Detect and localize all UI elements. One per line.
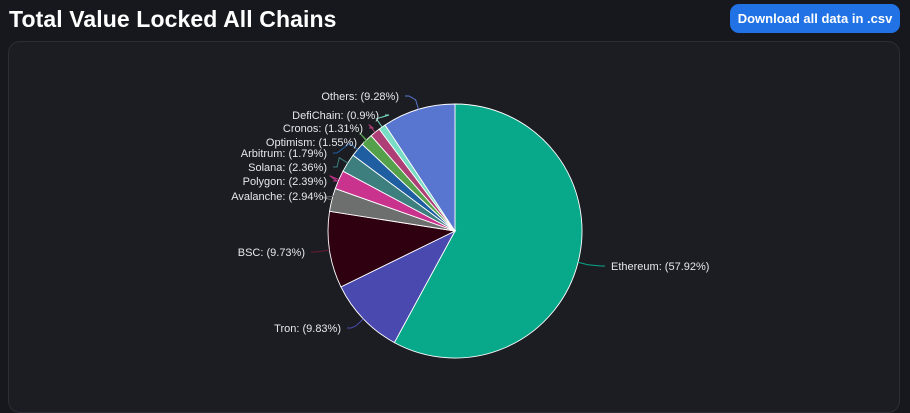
leader-line-defichain bbox=[375, 114, 390, 128]
pie-leader-lines bbox=[311, 95, 605, 329]
leader-line-optimism bbox=[359, 132, 369, 143]
slice-label-avalanche: Avalanche: (2.94%) bbox=[231, 191, 327, 203]
slice-label-defichain: DefiChain: (0.9%) bbox=[292, 110, 379, 122]
slice-label-arbitrum: Arbitrum: (1.79%) bbox=[241, 148, 327, 160]
page-title: Total Value Locked All Chains bbox=[9, 6, 337, 32]
leader-line-arbitrum bbox=[333, 142, 358, 154]
slice-label-cronos: Cronos: (1.31%) bbox=[283, 123, 363, 135]
chart-panel: Ethereum: (57.92%) Tron: (9.83%) BSC: (9.7… bbox=[8, 41, 900, 413]
slice-label-solana: Solana: (2.36%) bbox=[248, 162, 327, 174]
slice-label-bsc: BSC: (9.73%) bbox=[238, 247, 305, 259]
pie-slice-ethereum[interactable] bbox=[393, 103, 583, 359]
leader-line-bsc bbox=[311, 249, 330, 253]
pie-labels: Ethereum: (57.92%) Tron: (9.83%) BSC: (9.7… bbox=[231, 91, 709, 335]
slice-label-tron: Tron: (9.83%) bbox=[274, 323, 341, 335]
slice-label-optimism: Optimism: (1.55%) bbox=[266, 137, 357, 149]
download-csv-button[interactable]: Download all data in .csv bbox=[730, 4, 900, 33]
leader-line-solana bbox=[333, 156, 348, 168]
leader-line-avalanche bbox=[322, 195, 338, 201]
pie-slice-bsc[interactable] bbox=[327, 210, 457, 288]
pie-chart: Ethereum: (57.92%) Tron: (9.83%) BSC: (9.7… bbox=[231, 91, 709, 359]
leader-line-others bbox=[405, 95, 419, 110]
slice-label-ethereum: Ethereum: (57.92%) bbox=[611, 261, 709, 273]
slice-label-others: Others: (9.28%) bbox=[321, 91, 399, 103]
pie-slice-tron[interactable] bbox=[340, 229, 457, 344]
leader-line-cronos bbox=[368, 124, 376, 133]
leader-line-tron bbox=[347, 318, 364, 329]
leader-line-polygon bbox=[329, 175, 340, 182]
leader-line-ethereum bbox=[577, 261, 605, 267]
slice-label-polygon: Polygon: (2.39%) bbox=[243, 176, 327, 188]
pie-slices bbox=[327, 103, 583, 359]
